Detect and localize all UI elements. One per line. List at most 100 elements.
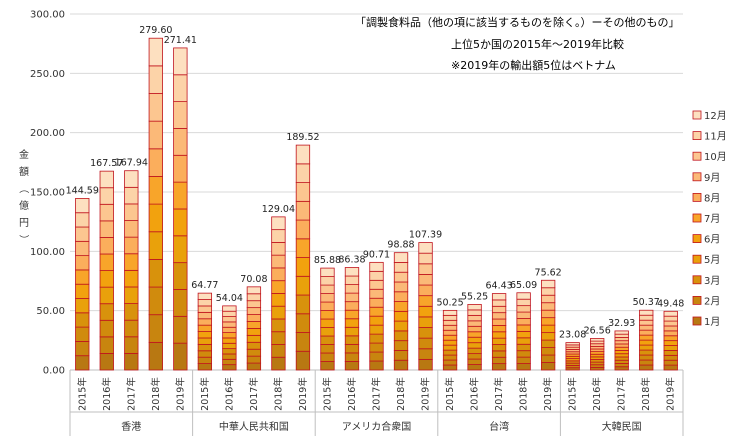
bar-segment — [271, 280, 286, 294]
bar-segment — [271, 254, 286, 269]
bar-segment — [295, 257, 311, 277]
bar-segment — [442, 364, 458, 371]
y-axis-label-char: 円 — [19, 218, 29, 229]
bar-segment — [295, 200, 311, 221]
bar-segment — [75, 255, 90, 271]
bar-segment — [639, 314, 654, 321]
bar-segment — [418, 252, 433, 265]
y-tick-label: 250.00 — [30, 69, 65, 80]
x-tick-label: 2015年 — [567, 377, 579, 411]
bar-segment — [246, 328, 262, 336]
bar-segment — [271, 293, 286, 307]
bar-segment — [491, 312, 507, 320]
bar-segment — [491, 350, 507, 358]
group-label: 香港 — [121, 421, 141, 433]
x-tick-label: 2015年 — [199, 377, 211, 411]
bar-segment — [369, 333, 384, 344]
legend-label: 5月 — [704, 254, 720, 266]
bar-segment — [124, 269, 139, 288]
bar-segment — [663, 310, 678, 317]
bar-segment — [197, 299, 213, 307]
y-axis-label-char: （ — [18, 184, 30, 194]
bar-segment — [173, 262, 188, 290]
bar-segment — [491, 299, 507, 307]
bar-segment — [639, 329, 654, 336]
data-label: 64.43 — [485, 281, 512, 292]
x-tick-label: 2017年 — [248, 377, 260, 411]
bar-segment — [614, 350, 629, 355]
bar-segment — [320, 301, 335, 311]
bar-segment — [393, 359, 409, 371]
bar-segment — [148, 148, 163, 177]
bar-segment — [246, 300, 262, 309]
bar-segment — [75, 341, 90, 357]
group-label: 中華人民共和国 — [219, 420, 289, 433]
bar-segment — [663, 350, 678, 356]
bar-segment — [99, 336, 114, 354]
bar-segment — [222, 364, 237, 371]
bar-segment — [442, 319, 458, 326]
legend-label: 11月 — [704, 131, 727, 143]
bar-segment — [369, 315, 384, 326]
bar-segment — [246, 334, 262, 343]
bar-segment — [516, 350, 531, 358]
data-label: 86.38 — [338, 254, 365, 265]
bar-segment — [590, 338, 605, 342]
bar-segment — [467, 353, 482, 360]
data-label: 189.52 — [286, 132, 319, 143]
bar-segment — [393, 330, 409, 342]
bar-segment — [99, 203, 114, 222]
x-tick-label: 2018年 — [518, 377, 530, 411]
bar-segment — [222, 332, 237, 339]
bar-segment — [393, 291, 409, 302]
bar-segment — [197, 318, 213, 326]
bar-segment — [148, 341, 163, 371]
bar-segment — [320, 335, 335, 345]
bar-segment — [393, 340, 409, 351]
y-tick-label: 100.00 — [30, 247, 65, 258]
legend-label: 9月 — [704, 172, 720, 184]
legend-label: 6月 — [704, 234, 720, 246]
bar-segment — [246, 307, 262, 315]
bar-segment — [295, 313, 311, 333]
bar-segment — [639, 354, 654, 361]
y-axis-label-char: 金 — [19, 148, 29, 161]
bar-segment — [614, 346, 629, 351]
x-tick-label: 2017年 — [371, 377, 383, 411]
bar-segment — [197, 337, 213, 345]
bar-segment — [614, 340, 629, 345]
bar-segment — [467, 325, 482, 333]
bar-segment — [418, 263, 433, 275]
bar-segment — [148, 65, 163, 94]
bar-segment — [271, 356, 286, 371]
bar-segment — [639, 344, 654, 351]
x-tick-label: 2019年 — [542, 377, 554, 411]
bar-segment — [75, 240, 90, 257]
bar-segment — [222, 358, 237, 366]
data-label: 70.08 — [240, 274, 267, 285]
bar-segment — [540, 347, 556, 356]
x-tick-label: 2017年 — [616, 377, 628, 411]
y-tick-label: 200.00 — [30, 128, 65, 139]
bar-segment — [295, 182, 311, 202]
bar-segment — [491, 305, 507, 314]
bar-segment — [418, 348, 433, 360]
legend-swatch — [692, 151, 702, 161]
bar-segment — [246, 362, 262, 371]
y-axis-label-char: ） — [18, 235, 30, 245]
bar-segment — [639, 359, 654, 366]
bar-segment — [222, 326, 237, 333]
bar-segment — [393, 271, 409, 283]
bar-segment — [540, 332, 556, 341]
bar-segment — [369, 297, 384, 308]
x-tick-label: 2016年 — [346, 377, 358, 411]
bar-segment — [197, 356, 213, 364]
bar-segment — [320, 293, 335, 303]
bar-segment — [639, 319, 654, 326]
bar-segment — [197, 363, 213, 371]
bar-segment — [246, 314, 262, 322]
bar-segment — [516, 324, 531, 332]
bar-segment — [639, 364, 654, 371]
bar-segment — [99, 286, 114, 305]
bar-segment — [148, 231, 163, 260]
